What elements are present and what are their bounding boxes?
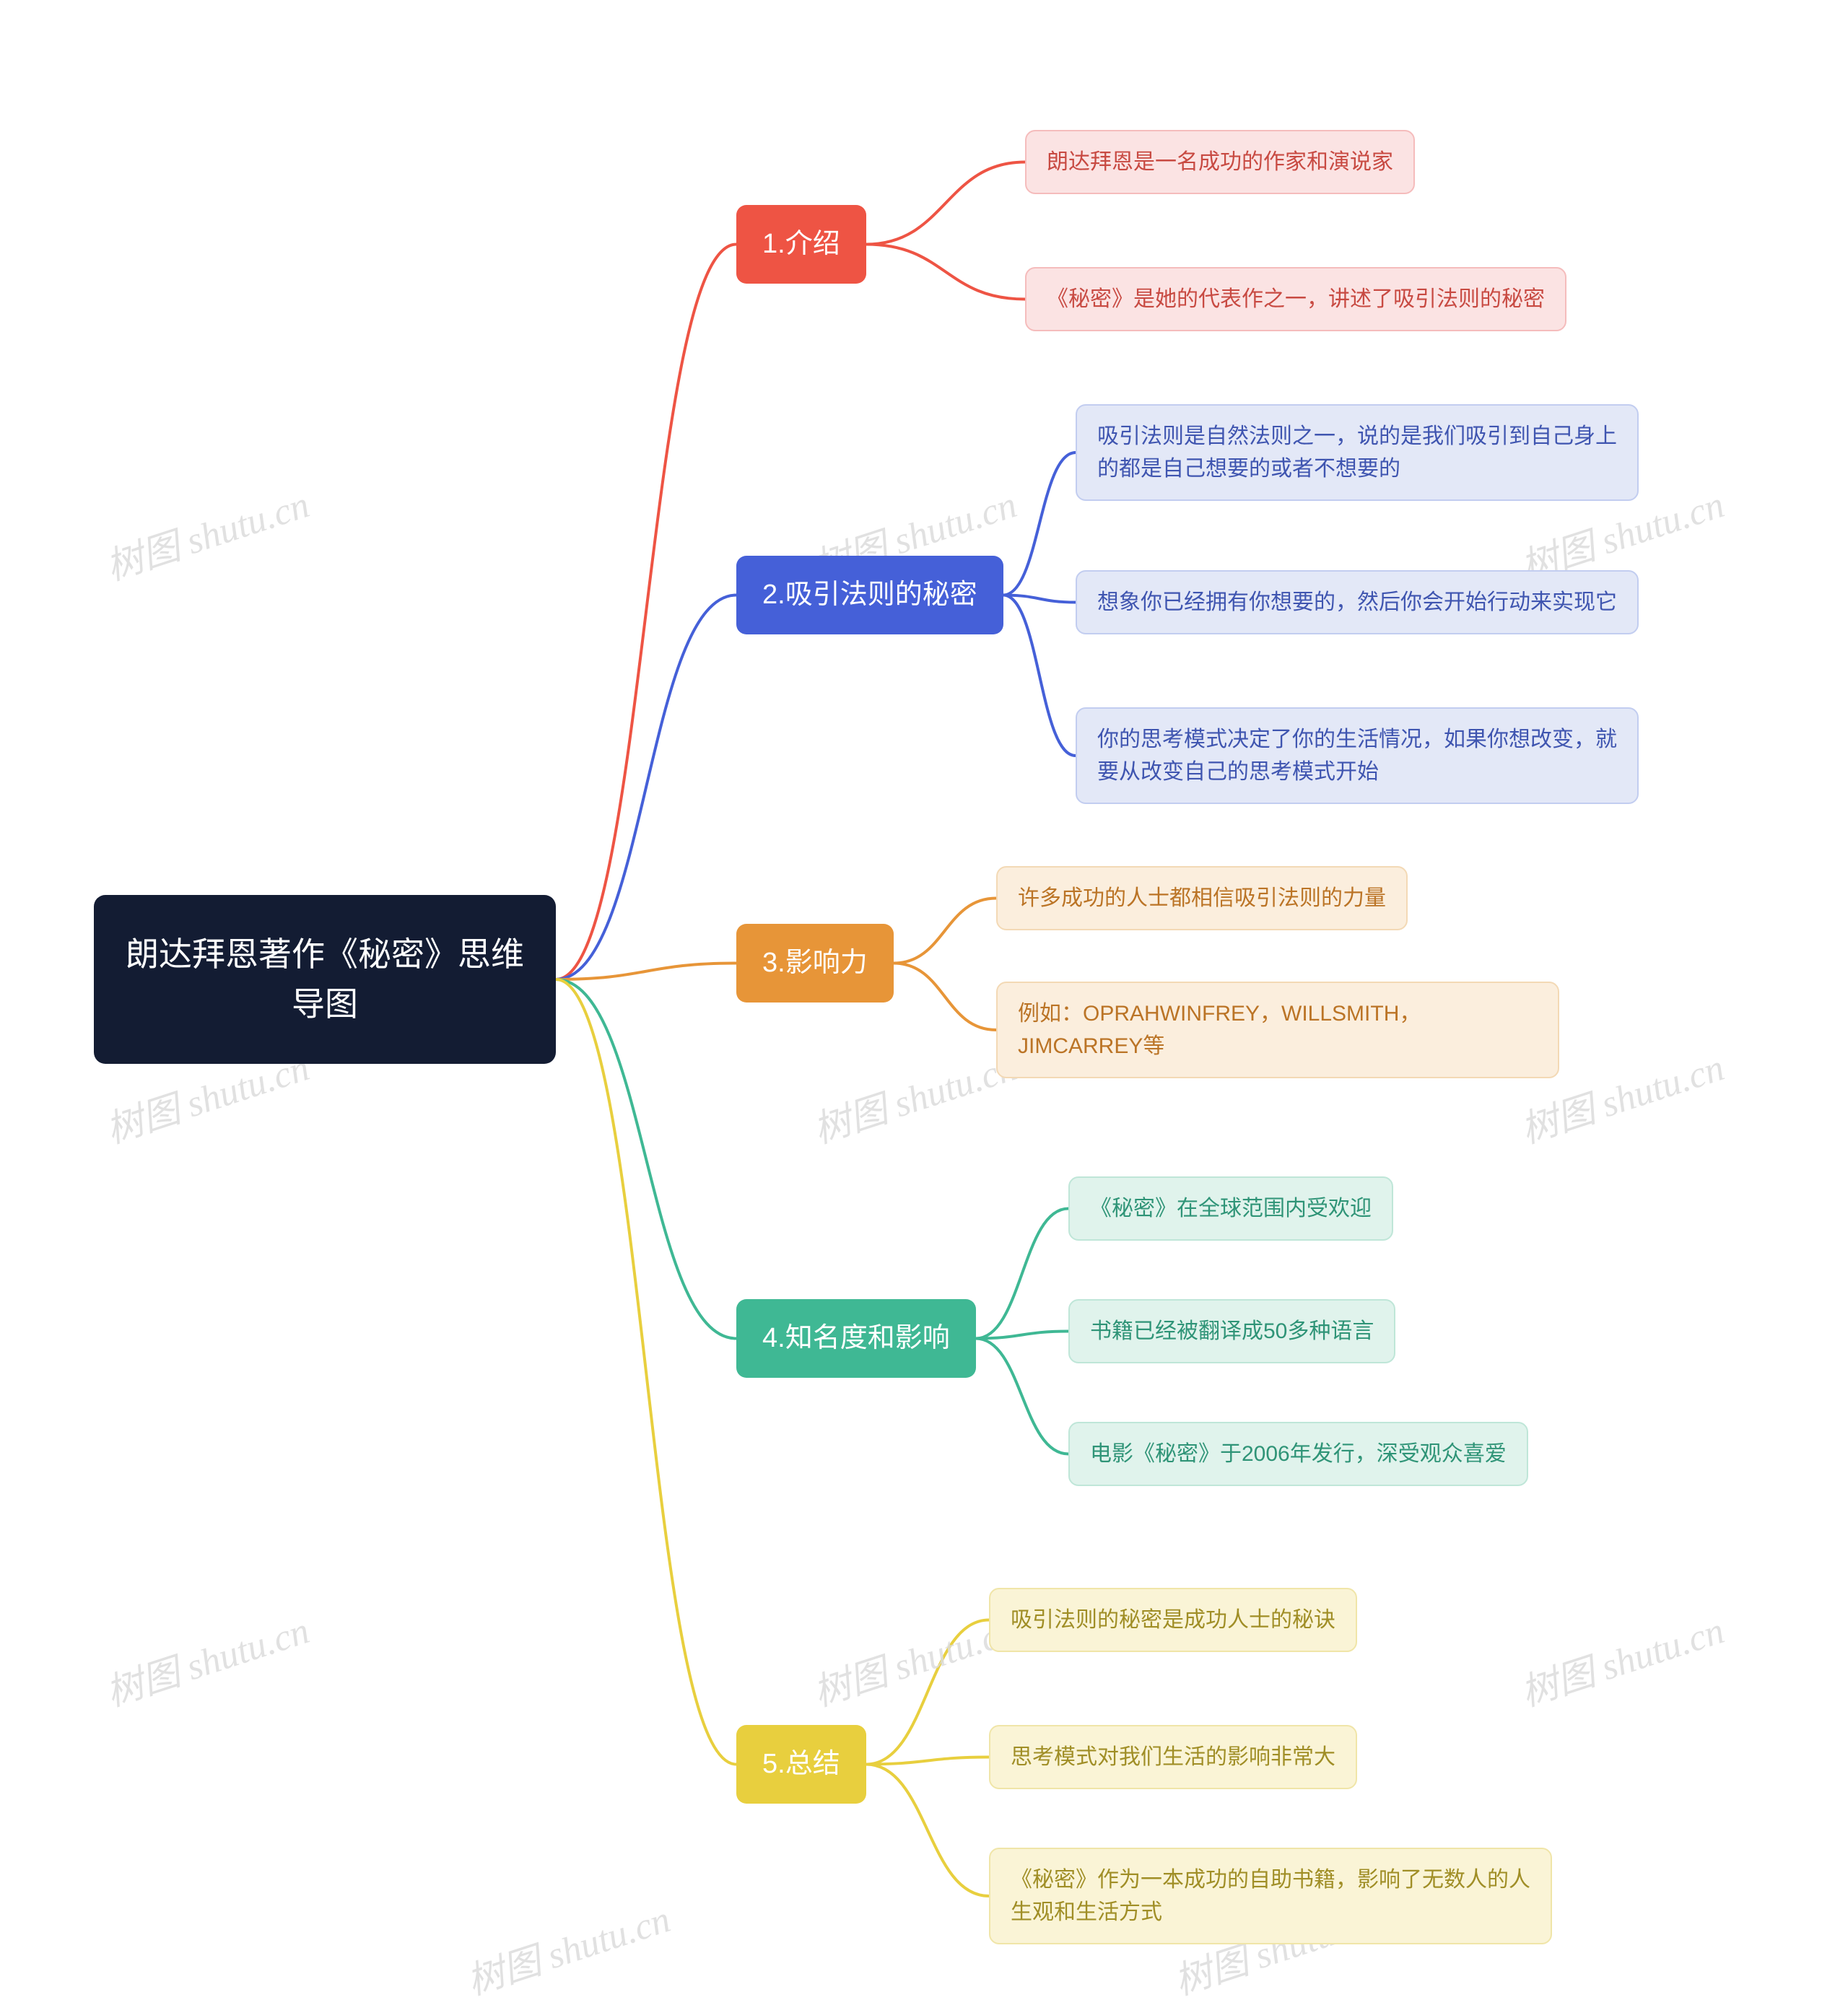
leaf-label: 书籍已经被翻译成50多种语言 [1090,1315,1374,1347]
leaf-label: 想象你已经拥有你想要的，然后你会开始行动来实现它 [1097,586,1617,619]
leaf-label: 你的思考模式决定了你的生活情况，如果你想改变，就要从改变自己的思考模式开始 [1097,723,1617,788]
watermark: 树图 shutu.cn [459,1889,676,2005]
leaf-label: 吸引法则的秘密是成功人士的秘诀 [1011,1604,1335,1636]
leaf-label: 许多成功的人士都相信吸引法则的力量 [1018,882,1386,914]
watermark: 树图 shutu.cn [98,1600,315,1716]
leaf-node: 电影《秘密》于2006年发行，深受观众喜爱 [1068,1422,1528,1486]
leaf-node: 想象你已经拥有你想要的，然后你会开始行动来实现它 [1076,570,1639,634]
watermark: 树图 shutu.cn [806,1037,1023,1153]
leaf-label: 思考模式对我们生活的影响非常大 [1011,1741,1335,1773]
leaf-node: 书籍已经被翻译成50多种语言 [1068,1299,1395,1363]
watermark: 树图 shutu.cn [1513,1600,1730,1716]
watermark: 树图 shutu.cn [98,474,315,590]
branch-label: 1.介绍 [762,224,840,265]
leaf-node: 吸引法则的秘密是成功人士的秘诀 [989,1588,1357,1652]
branch-label: 3.影响力 [762,943,868,984]
branch-node: 2.吸引法则的秘密 [736,556,1003,634]
leaf-node: 《秘密》是她的代表作之一，讲述了吸引法则的秘密 [1025,267,1566,331]
branch-label: 4.知名度和影响 [762,1318,950,1359]
leaf-label: 朗达拜恩是一名成功的作家和演说家 [1047,146,1393,178]
leaf-node: 思考模式对我们生活的影响非常大 [989,1725,1357,1789]
branch-node: 4.知名度和影响 [736,1299,976,1378]
leaf-node: 许多成功的人士都相信吸引法则的力量 [996,866,1408,930]
branch-node: 5.总结 [736,1725,866,1804]
leaf-node: 你的思考模式决定了你的生活情况，如果你想改变，就要从改变自己的思考模式开始 [1076,707,1639,804]
leaf-label: 吸引法则是自然法则之一，说的是我们吸引到自己身上的都是自己想要的或者不想要的 [1097,420,1617,485]
leaf-node: 朗达拜恩是一名成功的作家和演说家 [1025,130,1415,194]
branch-label: 5.总结 [762,1744,840,1785]
root-label: 朗达拜恩著作《秘密》思维导图 [123,930,527,1029]
leaf-label: 《秘密》作为一本成功的自助书籍，影响了无数人的人生观和生活方式 [1011,1864,1530,1928]
leaf-label: 电影《秘密》于2006年发行，深受观众喜爱 [1090,1438,1507,1470]
leaf-node: 例如：OPRAHWINFREY，WILLSMITH，JIMCARREY等 [996,982,1559,1078]
leaf-label: 例如：OPRAHWINFREY，WILLSMITH，JIMCARREY等 [1018,997,1538,1062]
branch-node: 3.影响力 [736,924,894,1002]
leaf-node: 《秘密》作为一本成功的自助书籍，影响了无数人的人生观和生活方式 [989,1848,1552,1944]
leaf-label: 《秘密》是她的代表作之一，讲述了吸引法则的秘密 [1047,283,1545,315]
branch-node: 1.介绍 [736,205,866,284]
root-node: 朗达拜恩著作《秘密》思维导图 [94,895,556,1064]
leaf-node: 《秘密》在全球范围内受欢迎 [1068,1176,1393,1241]
leaf-label: 《秘密》在全球范围内受欢迎 [1090,1192,1372,1225]
branch-label: 2.吸引法则的秘密 [762,575,977,616]
leaf-node: 吸引法则是自然法则之一，说的是我们吸引到自己身上的都是自己想要的或者不想要的 [1076,404,1639,501]
